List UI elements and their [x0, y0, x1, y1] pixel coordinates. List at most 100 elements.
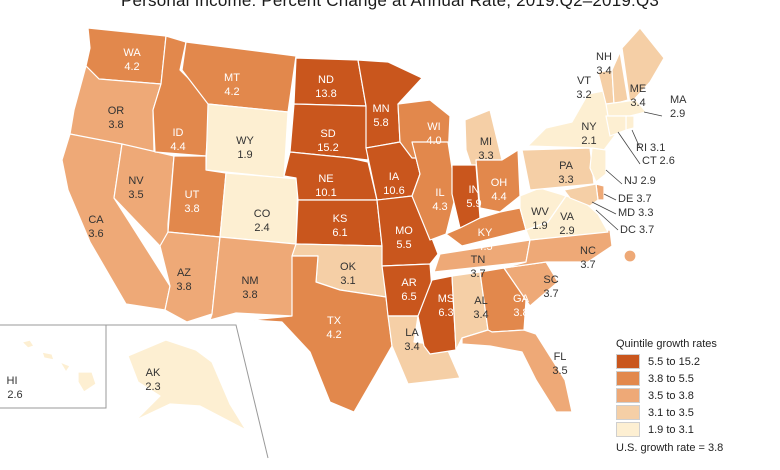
state-value-ga: 3.8 — [513, 307, 528, 319]
state-label-tn: TN — [471, 254, 486, 266]
state-value-la: 3.4 — [404, 341, 419, 353]
state-nh — [611, 51, 629, 105]
state-value-nd: 13.8 — [315, 88, 336, 100]
state-value-mt: 4.2 — [224, 86, 239, 98]
state-ct — [605, 115, 627, 137]
leader-line-nj — [605, 169, 623, 185]
state-value-nm: 3.8 — [242, 289, 257, 301]
states-layer — [21, 27, 665, 431]
labels-layer: WA 4.2 OR 3.8 CA 3.6 NV 3.5 ID 4.4 MT 4.2 WY 1.9 UT 3.8… — [7, 47, 688, 401]
leader-line-de — [603, 193, 617, 201]
state-label-ga: GA — [513, 293, 530, 305]
state-value-wa: 4.2 — [124, 61, 139, 73]
state-nc — [503, 229, 613, 269]
legend-swatch — [616, 354, 640, 369]
state-label-nh: NH — [596, 51, 612, 63]
state-hi — [21, 339, 97, 393]
state-label-ct: CT 2.6 — [642, 155, 675, 167]
state-value-va: 2.9 — [559, 225, 574, 237]
inset-frame-line — [106, 324, 269, 459]
state-label-wv: WV — [531, 206, 549, 218]
state-label-sc: SC — [543, 274, 558, 286]
state-label-id: ID — [173, 127, 184, 139]
state-value-mo: 5.5 — [396, 239, 411, 251]
state-value-co: 2.4 — [254, 222, 269, 234]
state-nj — [589, 147, 607, 183]
state-label-ut: UT — [185, 189, 200, 201]
state-label-ca: CA — [88, 214, 104, 226]
state-value-ok: 3.1 — [340, 275, 355, 287]
state-value-az: 3.8 — [176, 281, 191, 293]
state-label-md: MD 3.3 — [618, 207, 653, 219]
legend-label: 3.1 to 3.5 — [648, 406, 694, 419]
state-value-mi: 3.3 — [478, 150, 493, 162]
state-label-nm: NM — [241, 275, 258, 287]
state-tx — [249, 255, 393, 413]
state-value-oh: 4.4 — [491, 191, 506, 203]
leader-line-ri — [631, 129, 641, 149]
legend-item: 3.5 to 3.8 — [616, 387, 776, 404]
state-value-ne: 10.1 — [315, 187, 336, 199]
state-label-az: AZ — [177, 267, 191, 279]
state-value-ar: 6.5 — [401, 291, 416, 303]
state-label-ok: OK — [340, 261, 357, 273]
state-label-al: AL — [474, 295, 487, 307]
state-label-la: LA — [405, 327, 419, 339]
state-label-fl: FL — [554, 351, 567, 363]
state-label-in: IN — [469, 184, 480, 196]
state-label-mo: MO — [395, 225, 413, 237]
leader-line-ma — [643, 111, 663, 117]
state-label-ak: AK — [146, 367, 161, 379]
state-ri — [625, 115, 635, 131]
state-value-pa: 3.3 — [558, 174, 573, 186]
legend-swatch — [616, 371, 640, 386]
state-value-mn: 5.8 — [373, 117, 388, 129]
state-label-ky: KY — [478, 227, 493, 239]
legend-title: Quintile growth rates — [616, 338, 717, 350]
state-dc — [623, 249, 637, 263]
state-label-sd: SD — [320, 128, 335, 140]
leader-line-dc — [595, 209, 619, 231]
state-label-mt: MT — [224, 72, 240, 84]
state-label-de: DE 3.7 — [618, 193, 652, 205]
state-value-ia: 10.6 — [383, 185, 404, 197]
state-label-wy: WY — [236, 135, 254, 147]
us-growth-rate: U.S. growth rate = 3.8 — [616, 442, 724, 454]
inset-frame-line — [0, 324, 107, 409]
state-value-fl: 3.5 — [552, 365, 567, 377]
state-label-nj: NJ 2.9 — [624, 175, 656, 187]
state-la — [387, 315, 461, 385]
state-label-co: CO — [254, 208, 271, 220]
state-value-ut: 3.8 — [184, 203, 199, 215]
state-value-wi: 4.0 — [426, 135, 441, 147]
state-value-or: 3.8 — [108, 119, 123, 131]
state-me — [621, 27, 665, 105]
state-value-tx: 4.2 — [326, 329, 341, 341]
state-label-wi: WI — [427, 121, 440, 133]
state-label-wa: WA — [123, 47, 141, 59]
inset-layer — [0, 324, 269, 459]
state-ma — [605, 99, 647, 117]
state-value-sc: 3.7 — [543, 288, 558, 300]
state-value-ca: 3.6 — [88, 228, 103, 240]
legend: Quintile growth rates 5.5 to 15.2 3.8 to… — [616, 338, 776, 454]
legend-label: 3.5 to 3.8 — [648, 389, 694, 402]
state-label-ne: NE — [318, 173, 333, 185]
leader-line-md — [591, 201, 617, 215]
state-label-nd: ND — [318, 74, 334, 86]
state-value-nv: 3.5 — [128, 189, 143, 201]
state-fl — [461, 329, 573, 413]
legend-item: 3.1 to 3.5 — [616, 404, 776, 421]
state-label-vt: VT — [577, 75, 591, 87]
state-in — [451, 164, 481, 229]
legend-item: 5.5 to 15.2 — [616, 353, 776, 370]
state-value-id: 4.4 — [170, 141, 185, 153]
state-value-il: 4.3 — [432, 201, 447, 213]
state-value-ks: 6.1 — [332, 227, 347, 239]
state-ak — [127, 339, 247, 431]
state-label-nc: NC — [580, 245, 596, 257]
state-label-ms: MS — [438, 293, 455, 305]
legend-swatch — [616, 388, 640, 403]
state-value-me: 3.4 — [630, 97, 645, 109]
